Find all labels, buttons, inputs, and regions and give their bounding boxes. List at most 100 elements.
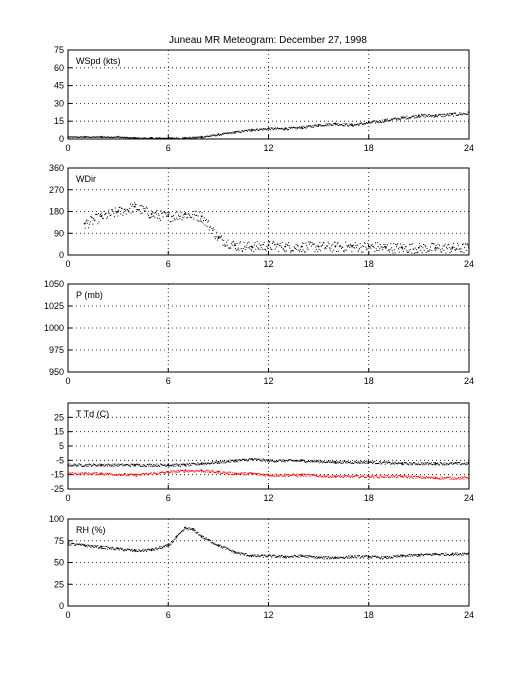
data-point <box>390 463 392 465</box>
y-tick-label: 75 <box>54 536 64 546</box>
data-point <box>277 127 279 129</box>
data-point <box>233 460 235 462</box>
data-point <box>259 459 261 461</box>
data-point <box>439 462 441 464</box>
data-point <box>196 532 198 534</box>
data-point <box>297 475 299 477</box>
data-point <box>443 553 445 555</box>
data-point <box>403 475 405 477</box>
data-point <box>273 128 275 130</box>
data-point <box>262 248 264 250</box>
data-point <box>344 249 346 251</box>
data-point <box>187 529 189 531</box>
data-point <box>164 464 166 466</box>
data-point <box>241 472 243 474</box>
data-point <box>302 249 304 251</box>
data-point <box>245 459 247 461</box>
data-point <box>365 476 367 478</box>
data-point <box>299 475 301 477</box>
data-point <box>105 136 107 138</box>
data-point <box>226 460 228 462</box>
data-point <box>127 137 129 139</box>
data-point <box>141 138 143 139</box>
data-point <box>404 116 406 118</box>
data-point <box>398 555 400 557</box>
data-point <box>118 549 120 551</box>
data-point <box>249 472 251 474</box>
data-point <box>335 245 337 247</box>
data-point <box>209 540 211 542</box>
data-point <box>308 125 310 127</box>
data-point <box>443 477 445 479</box>
data-point <box>220 134 222 136</box>
data-point <box>441 251 443 253</box>
data-point <box>421 252 423 254</box>
data-point <box>278 474 280 476</box>
data-point <box>353 557 355 559</box>
data-point <box>205 218 207 220</box>
data-point <box>432 242 434 244</box>
data-point <box>161 212 163 214</box>
data-point <box>232 549 234 551</box>
data-point <box>374 460 376 462</box>
data-point-obs <box>150 136 153 139</box>
data-point <box>129 137 131 139</box>
data-point <box>351 251 353 253</box>
data-point <box>434 249 436 251</box>
data-point-obs <box>68 135 69 138</box>
data-point <box>447 476 449 478</box>
data-point <box>313 459 315 461</box>
data-point <box>156 548 158 550</box>
data-point <box>77 543 79 545</box>
data-point <box>369 246 371 248</box>
data-point <box>352 462 354 464</box>
data-point <box>455 554 457 556</box>
data-point <box>75 136 77 138</box>
data-point <box>455 112 457 114</box>
data-point <box>403 462 405 464</box>
data-point <box>196 214 198 216</box>
data-point <box>352 244 354 246</box>
data-point <box>221 239 223 241</box>
data-point <box>171 464 173 466</box>
data-point <box>247 247 249 249</box>
data-point <box>320 125 322 127</box>
data-point <box>145 137 147 139</box>
data-point <box>272 240 274 242</box>
data-point <box>121 136 123 138</box>
data-point <box>287 555 289 557</box>
data-point <box>165 213 167 215</box>
data-point <box>402 248 404 250</box>
data-point <box>265 250 267 252</box>
data-point <box>427 250 429 252</box>
data-point <box>97 464 99 466</box>
data-point <box>326 460 328 462</box>
data-point <box>130 473 132 475</box>
data-point <box>93 464 95 466</box>
data-point <box>251 130 253 132</box>
data-point <box>197 464 199 466</box>
data-point <box>258 243 260 245</box>
data-point <box>343 558 345 560</box>
data-point <box>255 458 257 460</box>
data-point <box>148 138 150 139</box>
data-point <box>414 554 416 556</box>
data-point <box>97 547 99 549</box>
data-point <box>143 138 145 139</box>
data-point <box>228 461 230 463</box>
data-point <box>290 126 292 128</box>
data-point <box>310 126 312 128</box>
data-point <box>204 471 206 473</box>
data-point <box>346 462 348 464</box>
data-point <box>366 248 368 250</box>
data-point <box>195 464 197 466</box>
data-point <box>187 216 189 218</box>
data-point <box>191 213 193 215</box>
data-point <box>395 119 397 121</box>
data-point <box>171 542 173 544</box>
data-point <box>290 459 292 461</box>
data-point <box>231 244 233 246</box>
data-point <box>358 249 360 251</box>
data-point <box>244 246 246 248</box>
data-point <box>305 127 307 129</box>
